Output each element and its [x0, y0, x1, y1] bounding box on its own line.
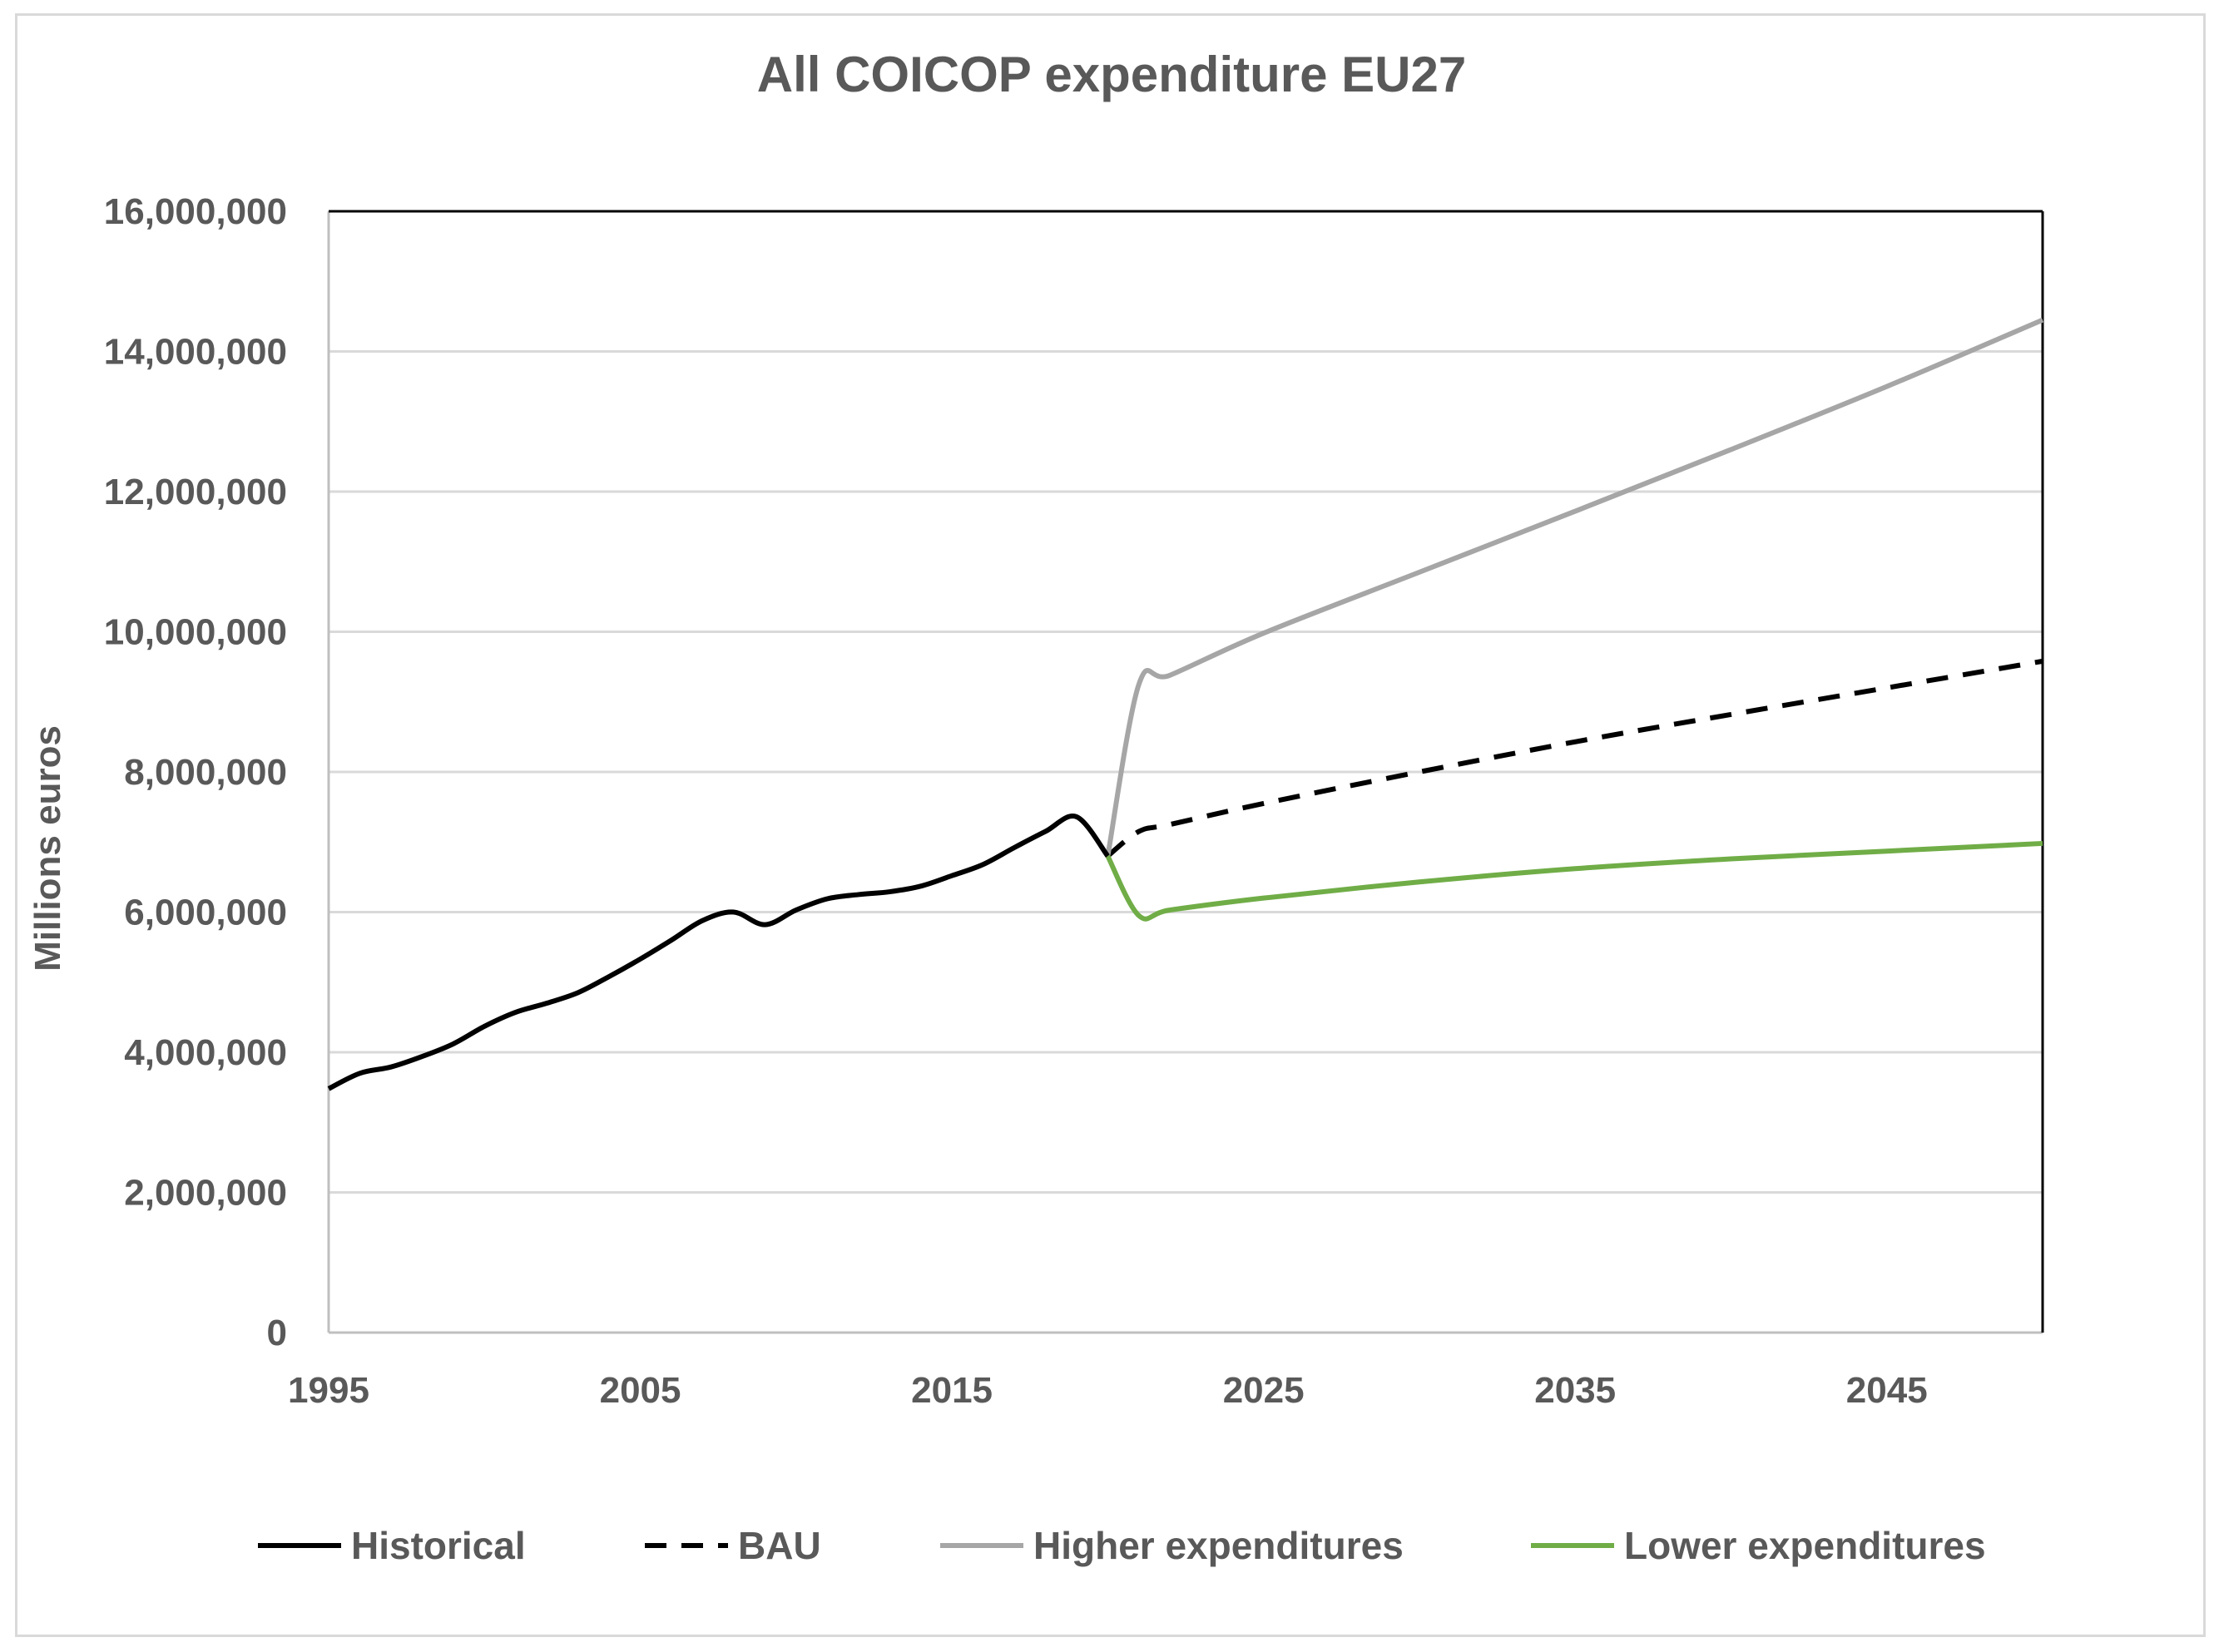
legend-label-historical: Historical	[351, 1524, 526, 1567]
y-tick-label: 0	[267, 1313, 287, 1353]
gridlines	[329, 210, 2043, 1194]
x-tick-label: 2005	[600, 1370, 681, 1411]
series-lines	[327, 317, 2044, 1091]
axes	[327, 210, 2044, 1334]
series-line-bau	[1106, 658, 2043, 858]
y-tick-label: 10,000,000	[104, 612, 287, 653]
y-axis-title: Millions euros	[27, 725, 68, 972]
legend-label-higher-expenditures: Higher expenditures	[1033, 1524, 1404, 1567]
x-tick-label: 2015	[911, 1370, 993, 1411]
legend-label-lower-expenditures: Lower expenditures	[1624, 1524, 1986, 1567]
x-tick-label: 1995	[288, 1370, 369, 1411]
x-tick-label: 2035	[1534, 1370, 1616, 1411]
y-tick-label: 14,000,000	[104, 332, 287, 373]
series-line-historical	[327, 814, 1110, 1091]
y-tick-label: 16,000,000	[104, 191, 287, 232]
y-tick-labels: 0 2,000,000 4,000,000 6,000,000 8,000,000 10,…	[104, 191, 287, 1353]
y-tick-label: 2,000,000	[124, 1173, 287, 1214]
chart-frame	[15, 13, 2206, 1637]
legend-label-bau: BAU	[738, 1524, 821, 1567]
y-tick-label: 4,000,000	[124, 1032, 287, 1073]
y-tick-label: 12,000,000	[104, 472, 287, 512]
series-line-higher-expenditures	[1105, 317, 2044, 857]
series-line-lower-expenditures	[1105, 840, 2043, 922]
legend: Historical BAU Higher expenditures Lower ex…	[258, 1524, 1986, 1567]
y-tick-label: 8,000,000	[124, 752, 287, 793]
y-tick-label: 6,000,000	[124, 893, 287, 933]
chart-title: All COICOP expenditure EU27	[757, 47, 1466, 102]
x-tick-label: 2025	[1223, 1370, 1305, 1411]
x-tick-label: 2045	[1846, 1370, 1928, 1411]
x-tick-labels: 1995 2005 2015 2025 2035 2045	[288, 1370, 1928, 1411]
